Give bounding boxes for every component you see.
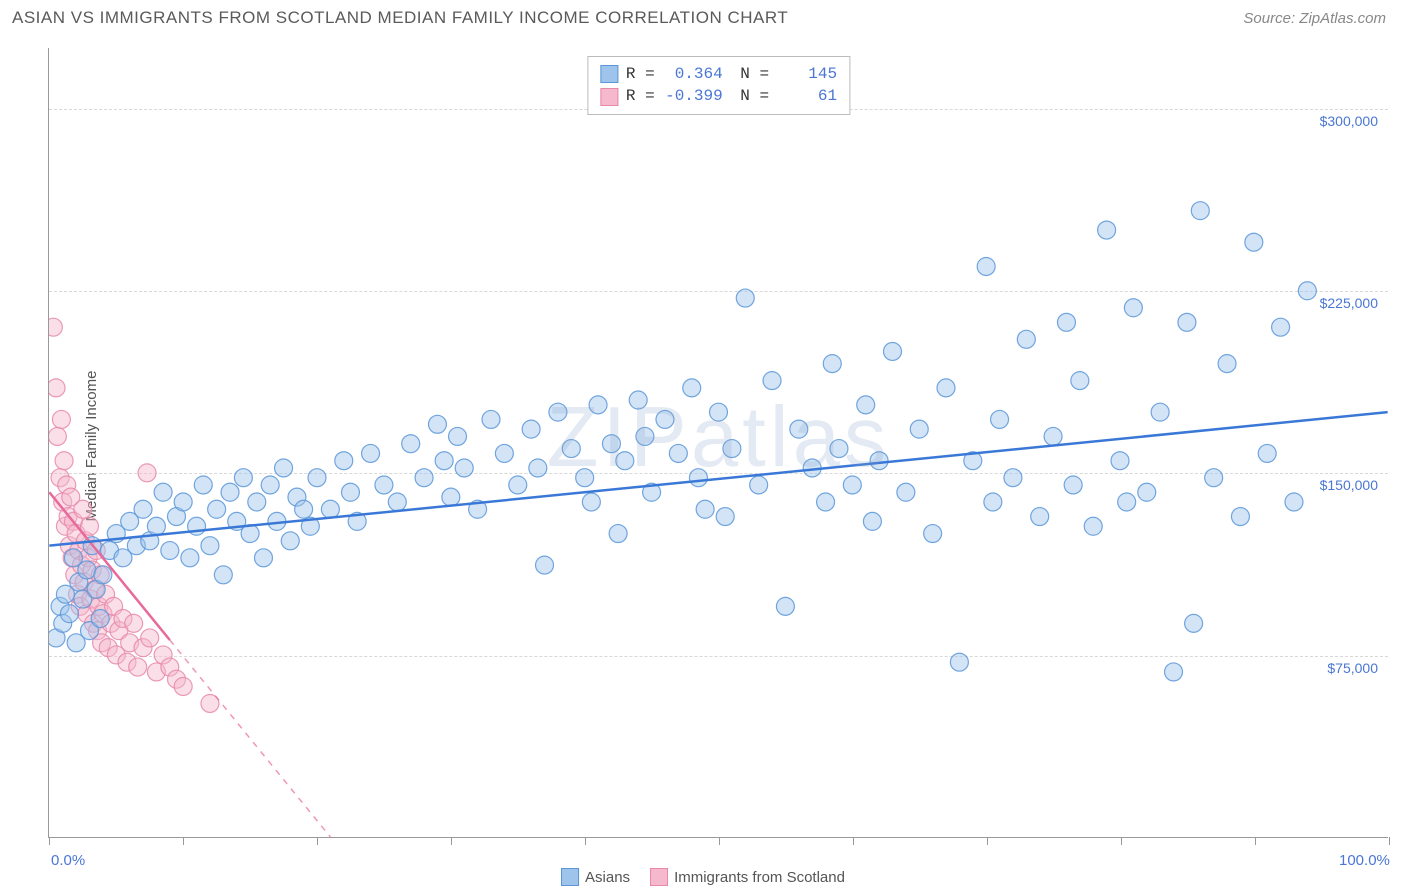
legend-r-label: R = [626,85,655,107]
legend-r-value: 0.364 [663,63,723,85]
correlation-legend: R = 0.364 N = 145 R = -0.399 N = 61 [587,56,850,115]
series-legend: Asians Immigrants from Scotland [561,868,845,886]
x-tick [183,837,184,845]
legend-stat-row: R = 0.364 N = 145 [600,63,837,85]
legend-swatch [650,868,668,886]
x-tick [451,837,452,845]
legend-item: Asians [561,868,630,886]
legend-swatch [600,65,618,83]
chart-plot-area: R =0.364 N =145R =-0.399 N =61 ZIPatlas … [48,48,1388,838]
legend-n-value: 61 [777,85,837,107]
legend-label: Immigrants from Scotland [674,869,845,886]
x-tick [1389,837,1390,845]
legend-swatch [561,868,579,886]
legend-item: Immigrants from Scotland [650,868,845,886]
x-tick [853,837,854,845]
chart-title: ASIAN VS IMMIGRANTS FROM SCOTLAND MEDIAN… [12,8,788,28]
x-tick [317,837,318,845]
x-tick [49,837,50,845]
legend-swatch [600,88,618,106]
legend-r-label: R = [626,63,655,85]
legend-label: Asians [585,869,630,886]
legend-n-label: N = [731,63,769,85]
x-tick [987,837,988,845]
legend-n-value: 145 [777,63,837,85]
legend-stat-row: R = -0.399 N = 61 [600,85,837,107]
x-tick-label: 0.0% [51,852,85,869]
x-tick [1121,837,1122,845]
source-attribution: Source: ZipAtlas.com [1243,10,1386,27]
legend-n-label: N = [731,85,769,107]
x-tick [1255,837,1256,845]
header: ASIAN VS IMMIGRANTS FROM SCOTLAND MEDIAN… [0,0,1406,32]
x-tick [719,837,720,845]
scatter-plot-svg [49,48,1388,837]
x-tick-label: 100.0% [1339,852,1390,869]
legend-r-value: -0.399 [663,85,723,107]
x-tick [585,837,586,845]
